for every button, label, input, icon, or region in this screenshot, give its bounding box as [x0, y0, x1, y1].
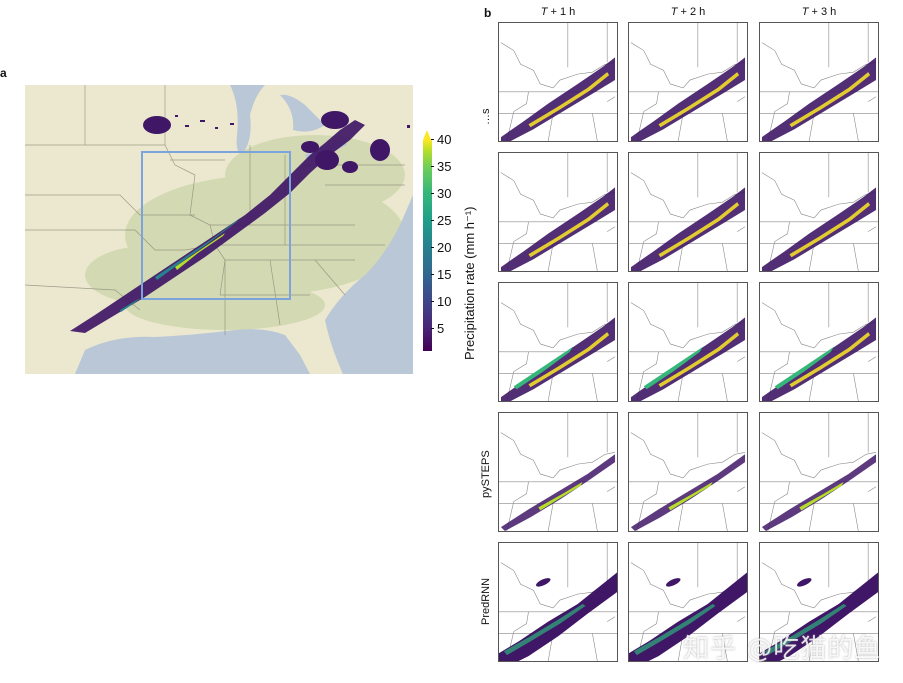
- forecast-panel-r2-c3: [759, 152, 879, 272]
- colorbar-extend-arrow: [423, 130, 431, 140]
- forecast-panel-r4-c2: [628, 412, 748, 532]
- forecast-panel-r4-c3: [759, 412, 879, 532]
- forecast-panel-r4-c1: [498, 412, 618, 532]
- forecast-panel-r1-c3: [759, 22, 879, 142]
- column-header-t1: T + 1 h: [540, 6, 576, 18]
- colorbar-tick: 5: [430, 322, 444, 335]
- column-header-t2: T + 2 h: [670, 6, 706, 18]
- colorbar-tick: 25: [430, 214, 451, 227]
- colorbar-label: Precipitation rate (mm h⁻¹): [462, 206, 477, 360]
- watermark: 知乎 @吃猫的鱼: [683, 634, 882, 664]
- column-header-t3: T + 3 h: [801, 6, 837, 18]
- precipitation-overview-map: [25, 85, 413, 374]
- forecast-panel-r5-c1: [498, 542, 618, 662]
- colorbar-tick: 15: [430, 268, 451, 281]
- forecast-panel-r3-c1: [498, 282, 618, 402]
- colorbar-tick: 10: [430, 295, 451, 308]
- colorbar-tick: 30: [430, 187, 451, 200]
- colorbar-tick: 35: [430, 160, 451, 173]
- forecast-panel-r5-c3: [759, 542, 879, 662]
- colorbar-gradient: [423, 140, 432, 351]
- forecast-panel-r2-c2: [628, 152, 748, 272]
- forecast-panel-r5-c2: [628, 542, 748, 662]
- forecast-panel-r3-c2: [628, 282, 748, 402]
- forecast-panel-r1-c2: [628, 22, 748, 142]
- precipitation-colorbar: 40 35 30 25 20 15 10 5 Precipitation rat…: [420, 128, 480, 360]
- forecast-panel-r2-c1: [498, 152, 618, 272]
- panel-a-letter: a: [0, 66, 7, 80]
- forecast-panel-r3-c3: [759, 282, 879, 402]
- colorbar-tick: 20: [430, 241, 451, 254]
- colorbar-tick: 40: [430, 133, 451, 146]
- panel-b-letter: b: [484, 6, 492, 20]
- forecast-panel-r1-c1: [498, 22, 618, 142]
